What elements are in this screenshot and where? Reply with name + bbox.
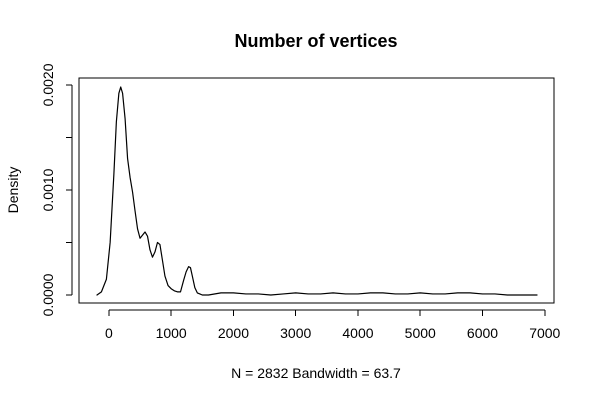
y-tick-label: 0.0000 [40,273,56,316]
x-tick-label: 4000 [342,325,373,341]
x-axis: 0 1000 2000 3000 4000 5000 6000 7000 [105,309,561,341]
y-axis-label: Density [5,167,21,214]
y-axis: 0.0000 0.0010 0.0020 [40,63,73,316]
density-series-line [96,86,538,296]
x-tick-label: 6000 [467,325,498,341]
x-tick-label: 7000 [529,325,560,341]
y-tick-label: 0.0010 [40,168,56,211]
x-tick-label: 1000 [156,325,187,341]
x-tick-label: 3000 [280,325,311,341]
x-axis-label: N = 2832 Bandwidth = 63.7 [231,365,401,381]
x-tick-label: 2000 [218,325,249,341]
chart-title: Number of vertices [234,31,397,51]
plot-frame [78,77,555,304]
x-tick-label: 0 [105,325,113,341]
y-tick-label: 0.0020 [40,63,56,106]
x-tick-label: 5000 [405,325,436,341]
